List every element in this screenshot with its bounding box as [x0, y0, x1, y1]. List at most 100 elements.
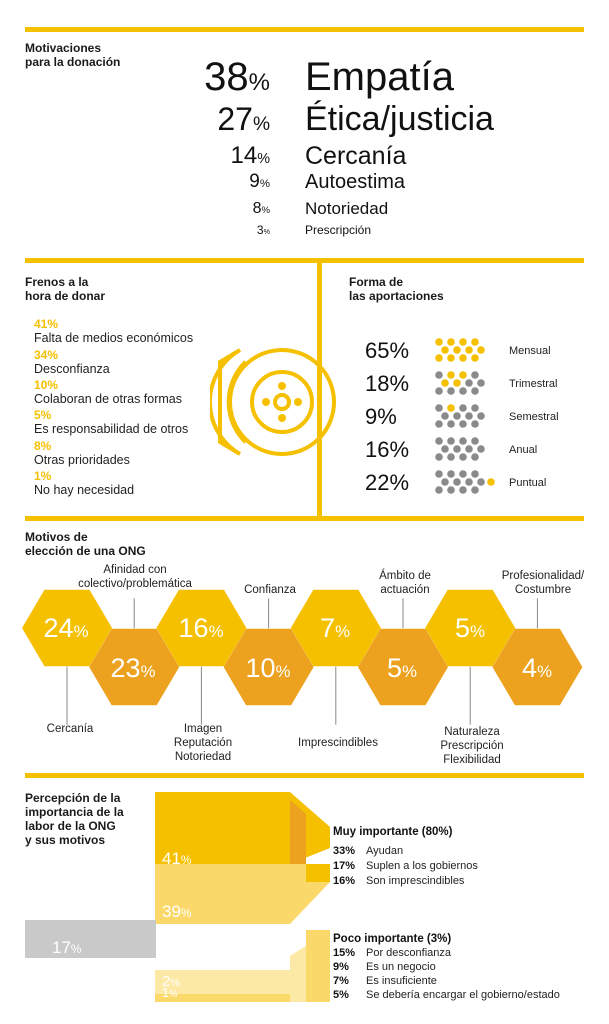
freno-label: Es responsabilidad de otros [34, 422, 189, 436]
dot [435, 420, 443, 428]
ong-label: Imprescindibles [298, 737, 378, 749]
dot [441, 445, 449, 453]
dot [453, 478, 461, 486]
dot [441, 412, 449, 420]
muy-importante-pct: 33% [333, 845, 356, 857]
muy-importante-heading: Muy importante (80%) [333, 826, 453, 838]
poco-importante-pct: 15% [333, 947, 356, 959]
dots-icon [435, 338, 485, 362]
dot [435, 354, 443, 362]
motivacion-label: Ética/justicia [305, 100, 494, 138]
poco-importante-label: Se debería encargar el gobierno/estado [366, 989, 560, 1001]
ong-label: Imagen Reputación Notoriedad [173, 723, 233, 763]
hexagon [223, 628, 314, 706]
dot [447, 420, 455, 428]
poco-importante-label: Es un negocio [366, 961, 436, 973]
percepcion-pct: 2% [162, 973, 180, 990]
percepcion-pct: 1% [162, 985, 178, 1000]
percepcion-title: Percepción de la importancia de la labor… [25, 791, 124, 847]
poco-importante-label: Es insuficiente [366, 975, 437, 987]
brake-disc-icon [210, 348, 336, 456]
forma-label: Puntual [509, 477, 547, 489]
motivacion-label: Notoriedad [305, 199, 389, 218]
dot [447, 371, 455, 379]
dot [471, 420, 479, 428]
forma-label: Anual [509, 444, 538, 456]
dot [447, 387, 455, 395]
dot [459, 404, 467, 412]
dot [453, 379, 461, 387]
hex-pct: 23% [110, 653, 156, 683]
dot [453, 445, 461, 453]
muy-importante-label: Son imprescindibles [366, 875, 465, 887]
section-rule [25, 773, 584, 778]
muy-importante-label: Suplen a los gobiernos [366, 860, 478, 872]
dot [453, 412, 461, 420]
dot [435, 338, 443, 346]
motivacion-label: Prescripción [305, 223, 372, 237]
dot [459, 437, 467, 445]
dot [453, 346, 461, 354]
dot [447, 338, 455, 346]
hex-pct: 5% [387, 653, 417, 683]
hex-pct: 10% [245, 653, 291, 683]
dots-icon [435, 371, 485, 395]
vertical-divider [317, 258, 322, 521]
freno-pct: 1% [34, 469, 52, 483]
dot [435, 470, 443, 478]
freno-label: Desconfianza [34, 362, 110, 376]
motivacion-pct: 14% [230, 142, 271, 169]
freno-label: Otras prioridades [34, 453, 130, 467]
dot [435, 371, 443, 379]
dot [459, 470, 467, 478]
percepcion-pct: 17% [52, 938, 82, 957]
ong-label: Confianza [244, 584, 296, 596]
muy-importante-label: Ayudan [366, 845, 404, 857]
dot [477, 346, 485, 354]
dot [459, 486, 467, 494]
dot [471, 404, 479, 412]
dots-icon [435, 437, 485, 461]
dot [471, 470, 479, 478]
dot [471, 453, 479, 461]
freno-pct: 8% [34, 439, 52, 453]
dot [447, 404, 455, 412]
dot [447, 437, 455, 445]
ong-label: Cercanía [46, 723, 94, 735]
dot [465, 379, 473, 387]
dot [477, 445, 485, 453]
hex-pct: 16% [178, 613, 224, 643]
dot [477, 478, 485, 486]
hexagon [22, 589, 112, 667]
freno-label: Colaboran de otras formas [34, 392, 182, 406]
forma-label: Mensual [509, 345, 551, 357]
dot [465, 478, 473, 486]
hex-pct: 4% [522, 653, 552, 683]
ong-label: Naturaleza Prescripción Flexibilidad [440, 726, 504, 766]
motivaciones-title: Motivaciones para la donación [25, 41, 121, 69]
hexagon [290, 589, 381, 667]
hexagon [89, 628, 180, 706]
ong-label: Profesionalidad/ Costumbre [501, 570, 585, 596]
dot [441, 478, 449, 486]
dot [471, 387, 479, 395]
dot [435, 453, 443, 461]
motivacion-label: Cercanía [305, 142, 407, 170]
forma-pct: 65% [365, 338, 410, 363]
dots-icon [435, 404, 485, 428]
poco-importante-pct: 7% [333, 975, 349, 987]
dot [471, 354, 479, 362]
motivos-ong-title: Motivos de elección de una ONG [25, 530, 146, 558]
dot [459, 420, 467, 428]
poco-importante-pct: 9% [333, 961, 349, 973]
poco-importante-heading: Poco importante (3%) [333, 933, 452, 945]
frenos-title: Frenos a la hora de donar [25, 275, 106, 303]
section-rule [25, 516, 584, 521]
dot [477, 412, 485, 420]
hex-pct: 7% [320, 613, 350, 643]
hexagon-chart [22, 589, 583, 725]
hexagon [425, 589, 516, 667]
percepcion-pct: 39% [162, 902, 192, 921]
freno-pct: 5% [34, 408, 52, 422]
dot [471, 437, 479, 445]
